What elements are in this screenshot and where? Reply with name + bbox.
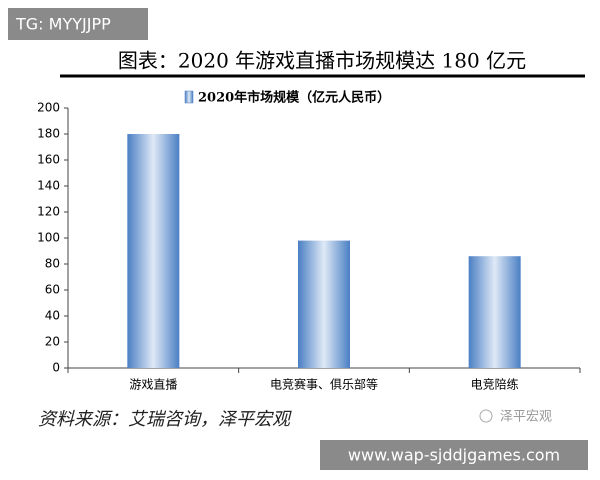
y-tick-label: 0: [52, 361, 60, 375]
y-tick-label: 80: [45, 257, 60, 271]
y-tick-label: 60: [45, 283, 60, 297]
y-tick-label: 140: [37, 179, 60, 193]
overlay-top-text: TG: MYYJJPP: [15, 15, 111, 34]
bar: [298, 240, 350, 368]
x-tick-label: 游戏直播: [129, 378, 177, 392]
y-tick-label: 100: [37, 231, 60, 245]
source-note: 资料来源：艾瑞咨询，泽平宏观: [38, 409, 292, 430]
y-tick-label: 120: [37, 205, 60, 219]
bar: [468, 256, 521, 368]
logo-text: 泽平宏观: [500, 410, 552, 425]
overlay-bottom-box: [320, 440, 588, 470]
bar: [127, 134, 180, 368]
y-tick-label: 180: [37, 127, 60, 141]
y-tick-label: 40: [45, 309, 60, 323]
chart-title: 图表：2020 年游戏直播市场规模达 180 亿元: [118, 49, 526, 73]
overlay-top-box: [8, 8, 148, 40]
y-tick-label: 160: [37, 153, 60, 167]
x-tick-label: 电竞赛事、俱乐部等: [270, 377, 378, 392]
x-tick-label: 电竞陪练: [471, 377, 519, 392]
y-tick-label: 20: [45, 335, 60, 349]
legend-swatch: [184, 90, 194, 104]
logo-icon: [479, 409, 493, 423]
overlay-bottom-text: www.wap-sjddjgames.com: [348, 446, 560, 465]
y-tick-label: 200: [37, 101, 60, 115]
legend-label: 2020年市场规模（亿元人民币）: [198, 90, 390, 106]
